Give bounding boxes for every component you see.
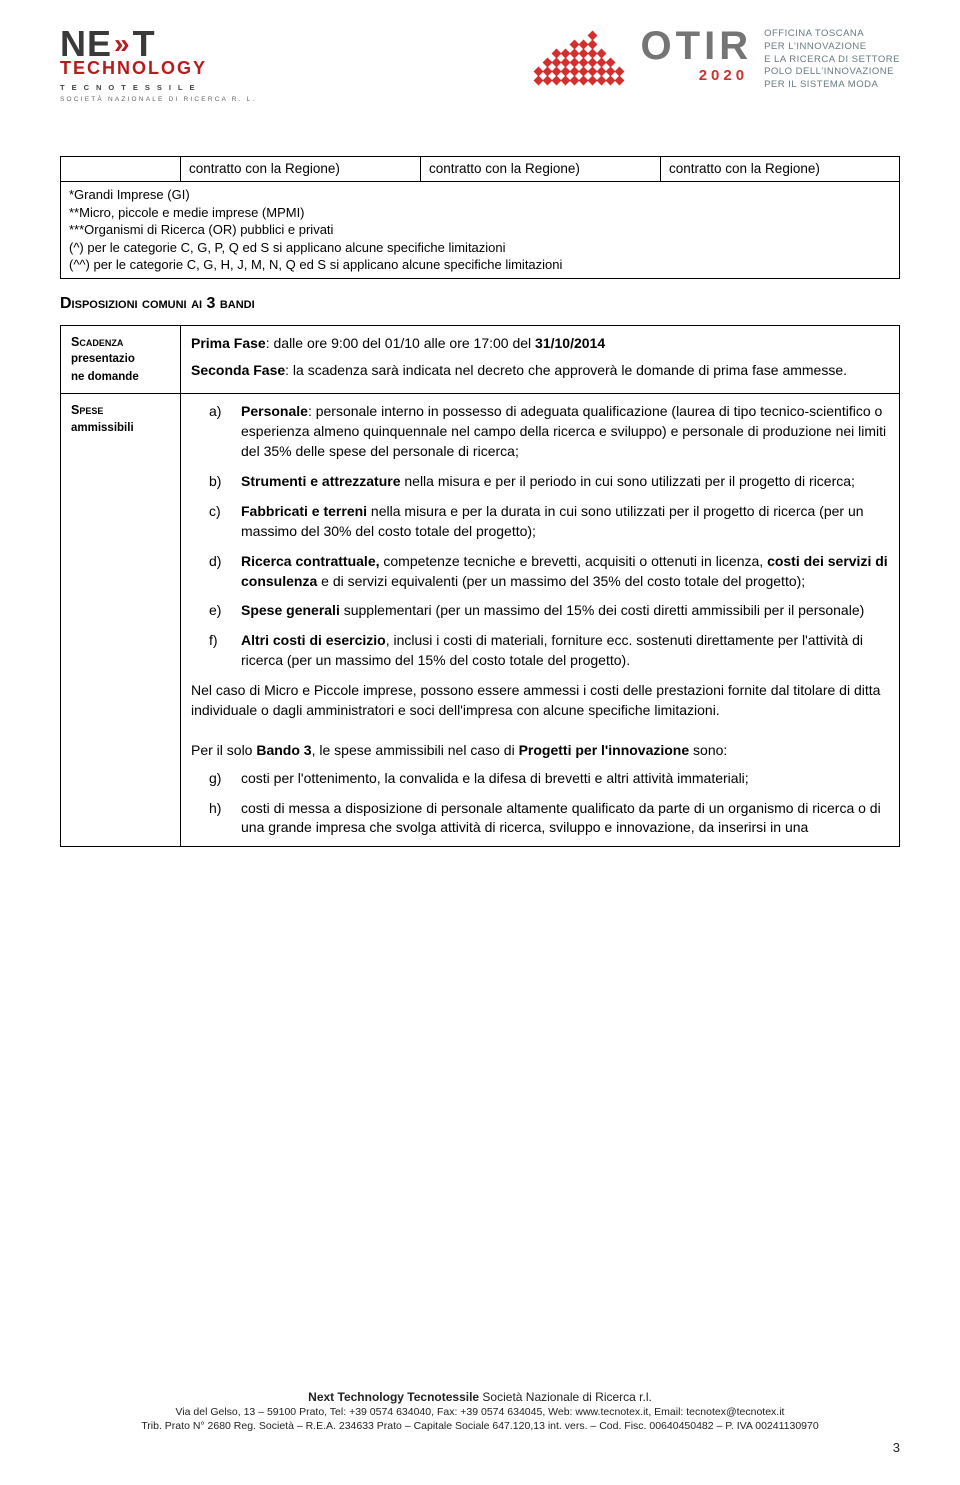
page-number: 3 (60, 1439, 900, 1457)
footer-l1-b: Next Technology Tecnotessile (308, 1390, 479, 1404)
label-l2: presentazio (71, 353, 135, 365)
page: NE » T TECHNOLOGY TECNOTESSILE SOCIETÀ N… (0, 0, 960, 1485)
prima-date: 31/10/2014 (535, 335, 605, 351)
table-row: Spese ammissibili a) Personale: personale… (61, 394, 900, 847)
c-b: Fabbricati e terreni (241, 503, 367, 519)
cell-c2: contratto con la Regione) (421, 157, 661, 182)
p2-b1: Bando 3 (256, 742, 311, 758)
h-rest: costi di messa a disposizione di persona… (241, 800, 881, 836)
seconda-fase: Seconda Fase: la scadenza sarà indicata … (191, 361, 889, 381)
b-b: Strumenti e attrezzature (241, 473, 400, 489)
e-rest: supplementari (per un massimo del 15% de… (340, 602, 864, 618)
seconda-rest: : la scadenza sarà indicata nel decreto … (285, 362, 847, 378)
prima-fase: Prima Fase: dalle ore 9:00 del 01/10 all… (191, 334, 889, 354)
note-caret2: (^^) per le categorie C, G, H, J, M, N, … (69, 256, 891, 274)
p2-post: sono: (689, 742, 727, 758)
g-rest: costi per l'ottenimento, la convalida e … (241, 770, 749, 786)
label-l2: ammissibili (71, 422, 134, 434)
footer-l2: Via del Gelso, 13 – 59100 Prato, Tel: +3… (60, 1405, 900, 1419)
footer-l3: Trib. Prato N° 2680 Reg. Società – R.E.A… (60, 1419, 900, 1433)
footer-l2-text: Via del Gelso, 13 – 59100 Prato, Tel: +3… (176, 1406, 785, 1418)
a-rest: : personale interno in possesso di adegu… (241, 403, 886, 459)
p2-b2: Progetti per l'innovazione (519, 742, 690, 758)
list-item: b) Strumenti e attrezzature nella misura … (191, 472, 889, 492)
table-row: *Grandi Imprese (GI) **Micro, piccole e … (61, 182, 900, 279)
marker-a: a) (209, 402, 221, 422)
seconda-b: Seconda Fase (191, 362, 285, 378)
otir-year: 2020 (699, 66, 748, 86)
marker-d: d) (209, 552, 221, 572)
list-item: h) costi di messa a disposizione di perso… (191, 799, 889, 839)
f-b: Altri costi di esercizio (241, 632, 386, 648)
notes-cell: *Grandi Imprese (GI) **Micro, piccole e … (61, 182, 900, 279)
logo-otir: OTIR 2020 OFFICINA TOSCANA PER L'INNOVAZ… (535, 28, 900, 92)
d-b: Ricerca contrattuale, (241, 553, 380, 569)
otir-main: OTIR (641, 28, 753, 64)
prima-rest: : dalle ore 9:00 del 01/10 alle ore 17:0… (266, 335, 535, 351)
spese-body: a) Personale: personale interno in posses… (181, 394, 900, 847)
label-l1: Spese (71, 403, 103, 417)
logo-subtitle: SOCIETÀ NAZIONALE DI RICERCA R. L. (60, 96, 292, 105)
marker-h: h) (209, 799, 221, 819)
list-item: c)Fabbricati e terreni nella misura e pe… (191, 502, 889, 542)
scadenza-body: Prima Fase: dalle ore 9:00 del 01/10 all… (181, 325, 900, 394)
p2-mid: , le spese ammissibili nel caso di (312, 742, 519, 758)
spese-list: a) Personale: personale interno in posses… (191, 402, 889, 671)
table-row: Scadenza presentazio ne domande Prima Fa… (61, 325, 900, 394)
footer-l1-rest: Società Nazionale di Ricerca r.l. (479, 1390, 652, 1404)
cell-c3: contratto con la Regione) (661, 157, 900, 182)
p2-pre: Per il solo (191, 742, 256, 758)
otir-text-block: OTIR 2020 (641, 28, 753, 86)
list-item: f)Altri costi di esercizio, inclusi i co… (191, 631, 889, 671)
label-l1: Scadenza (71, 335, 123, 349)
list-item: e) Spese generali supplementari (per un m… (191, 601, 889, 621)
logo-technology: TECHNOLOGY (60, 56, 292, 80)
marker-c: c) (209, 502, 221, 522)
main-table: Scadenza presentazio ne domande Prima Fa… (60, 325, 900, 848)
label-spese: Spese ammissibili (61, 394, 181, 847)
officina-l2: PER L'INNOVAZIONE (764, 41, 900, 54)
label-scadenza: Scadenza presentazio ne domande (61, 325, 181, 394)
list-item: a) Personale: personale interno in posses… (191, 402, 889, 462)
footer: Next Technology Tecnotessile Società Naz… (60, 1389, 900, 1457)
label-l3: ne domande (71, 371, 139, 383)
logo-next-technology: NE » T TECHNOLOGY TECNOTESSILE SOCIETÀ N… (60, 28, 292, 116)
list-item: g) costi per l'ottenimento, la convalida … (191, 769, 889, 789)
officina-text: OFFICINA TOSCANA PER L'INNOVAZIONE E LA … (764, 28, 900, 92)
a-b: Personale (241, 403, 308, 419)
para-bando3: Per il solo Bando 3, le spese ammissibil… (191, 741, 889, 761)
list-item: d) Ricerca contrattuale, competenze tecni… (191, 552, 889, 592)
spese-list-2: g) costi per l'ottenimento, la convalida … (191, 769, 889, 839)
logo-tecnotessile: TECNOTESSILE (60, 83, 292, 93)
para-micro: Nel caso di Micro e Piccole imprese, pos… (191, 681, 889, 721)
marker-e: e) (209, 601, 221, 621)
footer-l1: Next Technology Tecnotessile Società Naz… (60, 1389, 900, 1405)
marker-b: b) (209, 472, 221, 492)
e-b: Spese generali (241, 602, 340, 618)
officina-l3: E LA RICERCA DI SETTORE (764, 54, 900, 67)
d-mid: competenze tecniche e brevetti, acquisit… (380, 553, 768, 569)
note-mpmi: **Micro, piccole e medie imprese (MPMI) (69, 204, 891, 222)
officina-l1: OFFICINA TOSCANA (764, 28, 900, 41)
d-rest: e di servizi equivalenti (per un massimo… (317, 573, 805, 589)
cell-empty (61, 157, 181, 182)
note-caret1: (^) per le categorie C, G, P, Q ed S si … (69, 239, 891, 257)
marker-f: f) (209, 631, 218, 651)
b-rest: nella misura e per il periodo in cui son… (400, 473, 854, 489)
logo-arrows-icon: » (114, 33, 131, 55)
table-row: contratto con la Regione) contratto con … (61, 157, 900, 182)
otir-dots-icon (535, 32, 623, 84)
header-logos: NE » T TECHNOLOGY TECNOTESSILE SOCIETÀ N… (60, 28, 900, 120)
note-gi: *Grandi Imprese (GI) (69, 186, 891, 204)
prima-b: Prima Fase (191, 335, 266, 351)
marker-g: g) (209, 769, 221, 789)
top-table: contratto con la Regione) contratto con … (60, 156, 900, 279)
cell-c1: contratto con la Regione) (181, 157, 421, 182)
section-heading: Disposizioni comuni ai 3 bandi (60, 293, 900, 315)
officina-l4: POLO DELL'INNOVAZIONE (764, 66, 900, 79)
note-or: ***Organismi di Ricerca (OR) pubblici e … (69, 221, 891, 239)
officina-l5: PER IL SISTEMA MODA (764, 79, 900, 92)
